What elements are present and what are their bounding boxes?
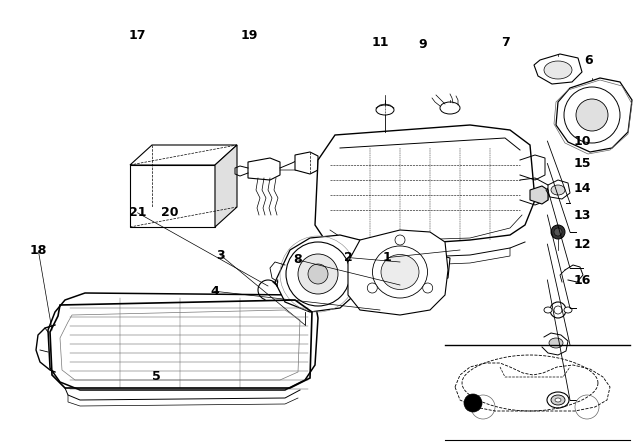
Polygon shape xyxy=(556,78,632,152)
Polygon shape xyxy=(348,230,448,315)
Circle shape xyxy=(286,242,350,306)
Text: 5: 5 xyxy=(152,370,161,383)
Text: 2: 2 xyxy=(344,251,353,264)
Circle shape xyxy=(395,235,405,245)
Text: 6: 6 xyxy=(584,54,593,67)
Text: 21: 21 xyxy=(129,206,147,220)
Text: 13: 13 xyxy=(573,208,591,222)
Ellipse shape xyxy=(381,254,419,289)
Circle shape xyxy=(464,394,482,412)
Polygon shape xyxy=(130,165,215,227)
Circle shape xyxy=(308,264,328,284)
Text: 19: 19 xyxy=(241,29,259,43)
Text: 12: 12 xyxy=(573,237,591,251)
Polygon shape xyxy=(130,145,237,165)
Circle shape xyxy=(576,99,608,131)
Text: 3: 3 xyxy=(216,249,225,262)
Ellipse shape xyxy=(440,102,460,114)
Ellipse shape xyxy=(551,395,565,405)
Ellipse shape xyxy=(547,392,569,408)
Circle shape xyxy=(554,306,562,314)
Polygon shape xyxy=(315,125,535,248)
Ellipse shape xyxy=(549,338,563,348)
Ellipse shape xyxy=(564,307,572,313)
Circle shape xyxy=(422,283,433,293)
Text: 4: 4 xyxy=(210,284,219,298)
Polygon shape xyxy=(248,158,280,180)
Circle shape xyxy=(298,254,338,294)
Text: 10: 10 xyxy=(573,134,591,148)
Circle shape xyxy=(554,228,562,236)
Ellipse shape xyxy=(376,105,394,115)
Text: 1: 1 xyxy=(383,251,392,264)
Ellipse shape xyxy=(555,398,561,402)
Polygon shape xyxy=(380,275,400,285)
Text: 9: 9 xyxy=(418,38,427,52)
Polygon shape xyxy=(48,293,318,390)
Polygon shape xyxy=(305,248,450,285)
Polygon shape xyxy=(295,152,318,174)
Polygon shape xyxy=(275,235,365,312)
Text: 16: 16 xyxy=(573,273,591,287)
Ellipse shape xyxy=(544,61,572,79)
Text: 20: 20 xyxy=(161,206,179,220)
Text: 17: 17 xyxy=(129,29,147,43)
Ellipse shape xyxy=(372,246,428,298)
Text: 11: 11 xyxy=(372,36,390,49)
Text: 15: 15 xyxy=(573,157,591,170)
Polygon shape xyxy=(530,186,548,204)
Text: 14: 14 xyxy=(573,181,591,195)
Text: 18: 18 xyxy=(29,244,47,258)
Circle shape xyxy=(367,283,378,293)
Polygon shape xyxy=(215,145,237,227)
Text: 8: 8 xyxy=(293,253,302,267)
Circle shape xyxy=(550,302,566,318)
Circle shape xyxy=(551,225,565,239)
Polygon shape xyxy=(534,54,582,84)
Text: 7: 7 xyxy=(501,36,510,49)
Ellipse shape xyxy=(551,185,565,195)
Ellipse shape xyxy=(544,307,552,313)
